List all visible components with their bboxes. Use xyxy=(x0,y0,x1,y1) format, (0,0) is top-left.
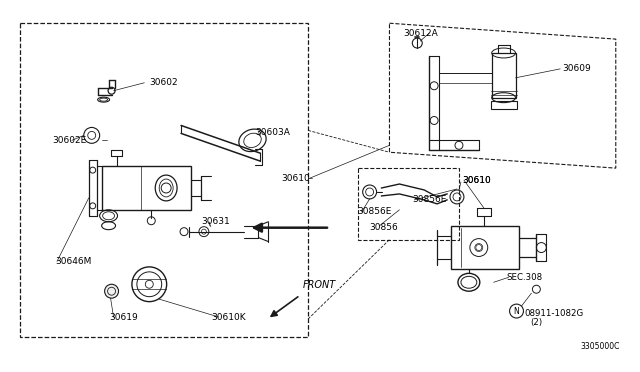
Text: 30610: 30610 xyxy=(462,176,491,185)
Text: 30609: 30609 xyxy=(562,64,591,73)
Bar xyxy=(492,53,516,98)
Text: FRONT: FRONT xyxy=(303,280,337,290)
Text: (2): (2) xyxy=(531,318,543,327)
Text: 30856: 30856 xyxy=(370,223,398,232)
Text: 30619: 30619 xyxy=(109,312,138,321)
Bar xyxy=(358,168,459,240)
Text: 30610K: 30610K xyxy=(211,312,246,321)
Text: 30856E: 30856E xyxy=(358,207,392,216)
Text: 30631: 30631 xyxy=(201,217,230,226)
Text: 30603A: 30603A xyxy=(255,128,291,137)
Text: SEC.308: SEC.308 xyxy=(507,273,543,282)
Text: 30610: 30610 xyxy=(282,174,310,183)
Text: 30856E: 30856E xyxy=(412,195,447,204)
Bar xyxy=(491,101,516,109)
Text: 30612A: 30612A xyxy=(403,29,438,38)
Text: 30610: 30610 xyxy=(462,176,491,185)
Text: 30602E: 30602E xyxy=(52,136,86,145)
Text: 30602: 30602 xyxy=(149,78,178,87)
Text: 08911-1082G: 08911-1082G xyxy=(524,308,584,318)
Circle shape xyxy=(104,284,118,298)
Text: 30646M: 30646M xyxy=(55,257,92,266)
Text: 3305000C: 3305000C xyxy=(580,342,620,351)
Bar xyxy=(20,23,308,337)
Text: N: N xyxy=(514,307,520,315)
